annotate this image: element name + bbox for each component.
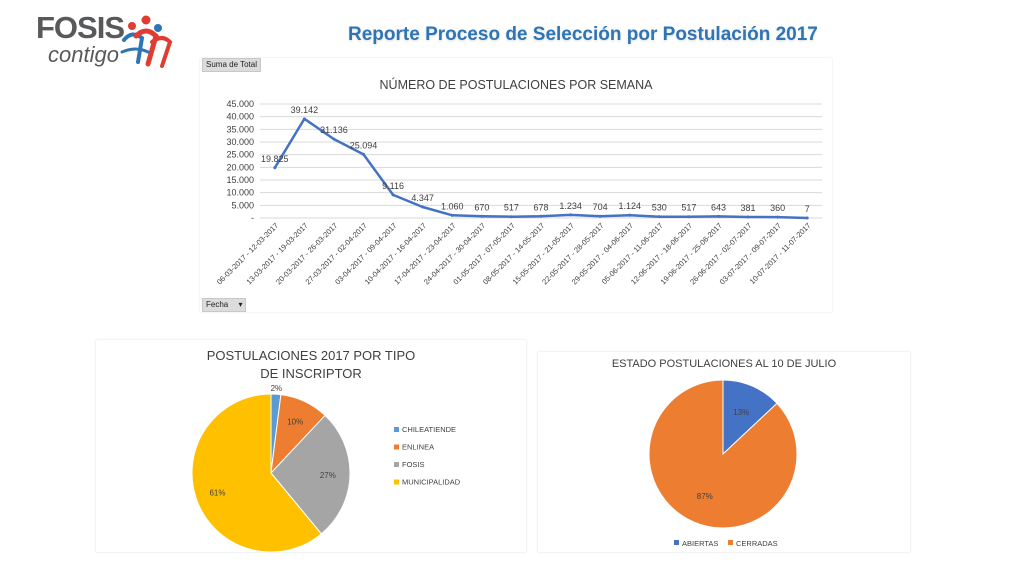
pie-inscriptor-title-line: POSTULACIONES 2017 POR TIPO: [207, 348, 416, 363]
pie-estado-slice-label: 13%: [733, 408, 749, 417]
legend-swatch: [674, 540, 679, 545]
data-label: 678: [533, 202, 548, 212]
pie-inscriptor-slice-label: 10%: [287, 418, 303, 427]
legend-label: ENLINEA: [402, 443, 434, 452]
y-tick-label: 40.000: [226, 112, 254, 122]
data-point: [362, 152, 366, 156]
data-label: 704: [593, 202, 608, 212]
page-title: Reporte Proceso de Selección por Postula…: [348, 24, 818, 45]
data-label: 670: [474, 202, 489, 212]
data-label: 360: [770, 203, 785, 213]
legend-swatch: [394, 462, 399, 467]
data-label: 19.825: [261, 154, 289, 164]
data-point: [598, 214, 602, 218]
y-tick-label: 20.000: [226, 162, 254, 172]
data-point: [509, 215, 513, 219]
y-tick-label: 35.000: [226, 124, 254, 134]
pie-chart-estado-panel: ESTADO POSTULACIONES AL 10 DE JULIO 13% 8…: [538, 352, 910, 552]
legend-label: CHILEATIENDE: [402, 425, 456, 434]
pivot-row-field-label: Fecha: [206, 300, 229, 309]
data-point: [539, 214, 543, 218]
data-label: 39.142: [291, 105, 319, 115]
y-tick-label: 30.000: [226, 137, 254, 147]
pie-estado-slice: [648, 379, 798, 529]
pie-inscriptor-slice: [270, 414, 351, 535]
data-label: 643: [711, 202, 726, 212]
legend-label: CERRADAS: [736, 539, 778, 548]
data-label: 7: [805, 204, 810, 214]
fosis-logo: FOSIS contigo: [36, 10, 176, 70]
y-tick-label: 45.000: [226, 99, 254, 109]
data-point: [450, 213, 454, 217]
data-point: [332, 137, 336, 141]
data-point: [657, 215, 661, 219]
y-tick-label: 25.000: [226, 150, 254, 160]
data-label: 517: [504, 203, 519, 213]
pie-chart-inscriptor: POSTULACIONES 2017 POR TIPO DE INSCRIPTOR…: [191, 348, 461, 553]
data-point: [391, 193, 395, 197]
data-point: [805, 216, 809, 220]
logo-brand: FOSIS: [36, 10, 125, 45]
data-point: [569, 213, 573, 217]
data-label: 517: [681, 203, 696, 213]
y-tick-label: 5.000: [231, 200, 254, 210]
data-label: 1.124: [618, 201, 641, 211]
line-chart-title: NÚMERO DE POSTULACIONES POR SEMANA: [380, 77, 654, 92]
legend-label: ABIERTAS: [682, 539, 718, 548]
data-point: [273, 166, 277, 170]
line-chart-panel: Suma de Total Fecha ▾ NÚMERO DE POSTULAC…: [200, 58, 832, 312]
legend-swatch: [394, 444, 399, 450]
pie-inscriptor-title-line: DE INSCRIPTOR: [260, 366, 362, 381]
pie-estado-title: ESTADO POSTULACIONES AL 10 DE JULIO: [612, 358, 837, 370]
pie-inscriptor-slice-label: 61%: [209, 488, 225, 497]
data-label: 381: [741, 203, 756, 213]
y-tick-label: -: [251, 213, 254, 223]
data-point: [480, 214, 484, 218]
pivot-value-field-button[interactable]: Suma de Total: [202, 58, 261, 72]
data-label: 530: [652, 203, 667, 213]
pie-inscriptor-slice-label: 2%: [271, 384, 283, 393]
pie-chart-inscriptor-panel: POSTULACIONES 2017 POR TIPO DE INSCRIPTOR…: [96, 340, 526, 553]
data-label: 1.234: [559, 201, 582, 211]
data-label: 1.060: [441, 201, 464, 211]
data-point: [302, 117, 306, 121]
data-point: [776, 215, 780, 219]
pie-inscriptor-slice: [191, 393, 323, 553]
y-tick-label: 15.000: [226, 175, 254, 185]
pie-estado-slice: [722, 379, 778, 456]
data-label: 31.136: [320, 125, 348, 135]
logo-tagline: contigo: [48, 42, 119, 67]
people-figures-icon: [120, 15, 173, 68]
data-label: 4.347: [411, 193, 434, 203]
legend-label: FOSIS: [402, 460, 425, 469]
data-point: [421, 205, 425, 209]
line-chart: NÚMERO DE POSTULACIONES POR SEMANA - 5.00…: [215, 77, 822, 286]
pivot-row-field-button[interactable]: Fecha ▾: [202, 298, 247, 312]
data-point: [687, 215, 691, 219]
pie-chart-estado: ESTADO POSTULACIONES AL 10 DE JULIO 13% 8…: [612, 358, 837, 548]
data-label: 9.116: [382, 181, 404, 191]
data-point: [628, 213, 632, 217]
data-point: [746, 215, 750, 219]
legend-swatch: [728, 540, 733, 545]
data-point: [716, 214, 720, 218]
legend-swatch: [394, 479, 399, 485]
x-tick-label: 10-07-2017 - 11-07-2017: [748, 221, 813, 286]
dropdown-arrow-icon: ▾: [238, 300, 243, 309]
data-label: 25.094: [350, 140, 378, 150]
legend-label: MUNICIPALIDAD: [402, 478, 461, 487]
pie-inscriptor-slice-label: 27%: [320, 471, 336, 480]
pie-estado-slice-label: 87%: [697, 492, 713, 501]
legend-swatch: [394, 427, 399, 432]
y-tick-label: 10.000: [226, 188, 254, 198]
